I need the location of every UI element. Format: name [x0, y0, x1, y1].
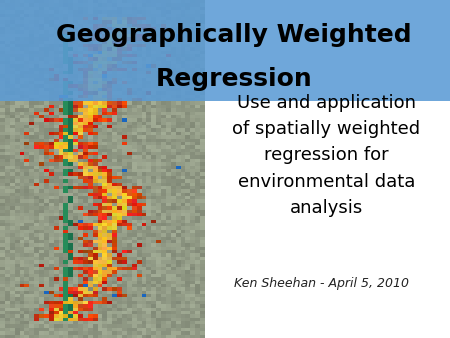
Text: Ken Sheehan - April 5, 2010: Ken Sheehan - April 5, 2010 [234, 277, 409, 290]
Bar [0, 0, 450, 101]
Text: Use and application
of spatially weighted
regression for
environmental data
anal: Use and application of spatially weighte… [232, 94, 420, 217]
Text: Geographically Weighted: Geographically Weighted [56, 23, 412, 48]
Text: Regression: Regression [156, 67, 312, 92]
